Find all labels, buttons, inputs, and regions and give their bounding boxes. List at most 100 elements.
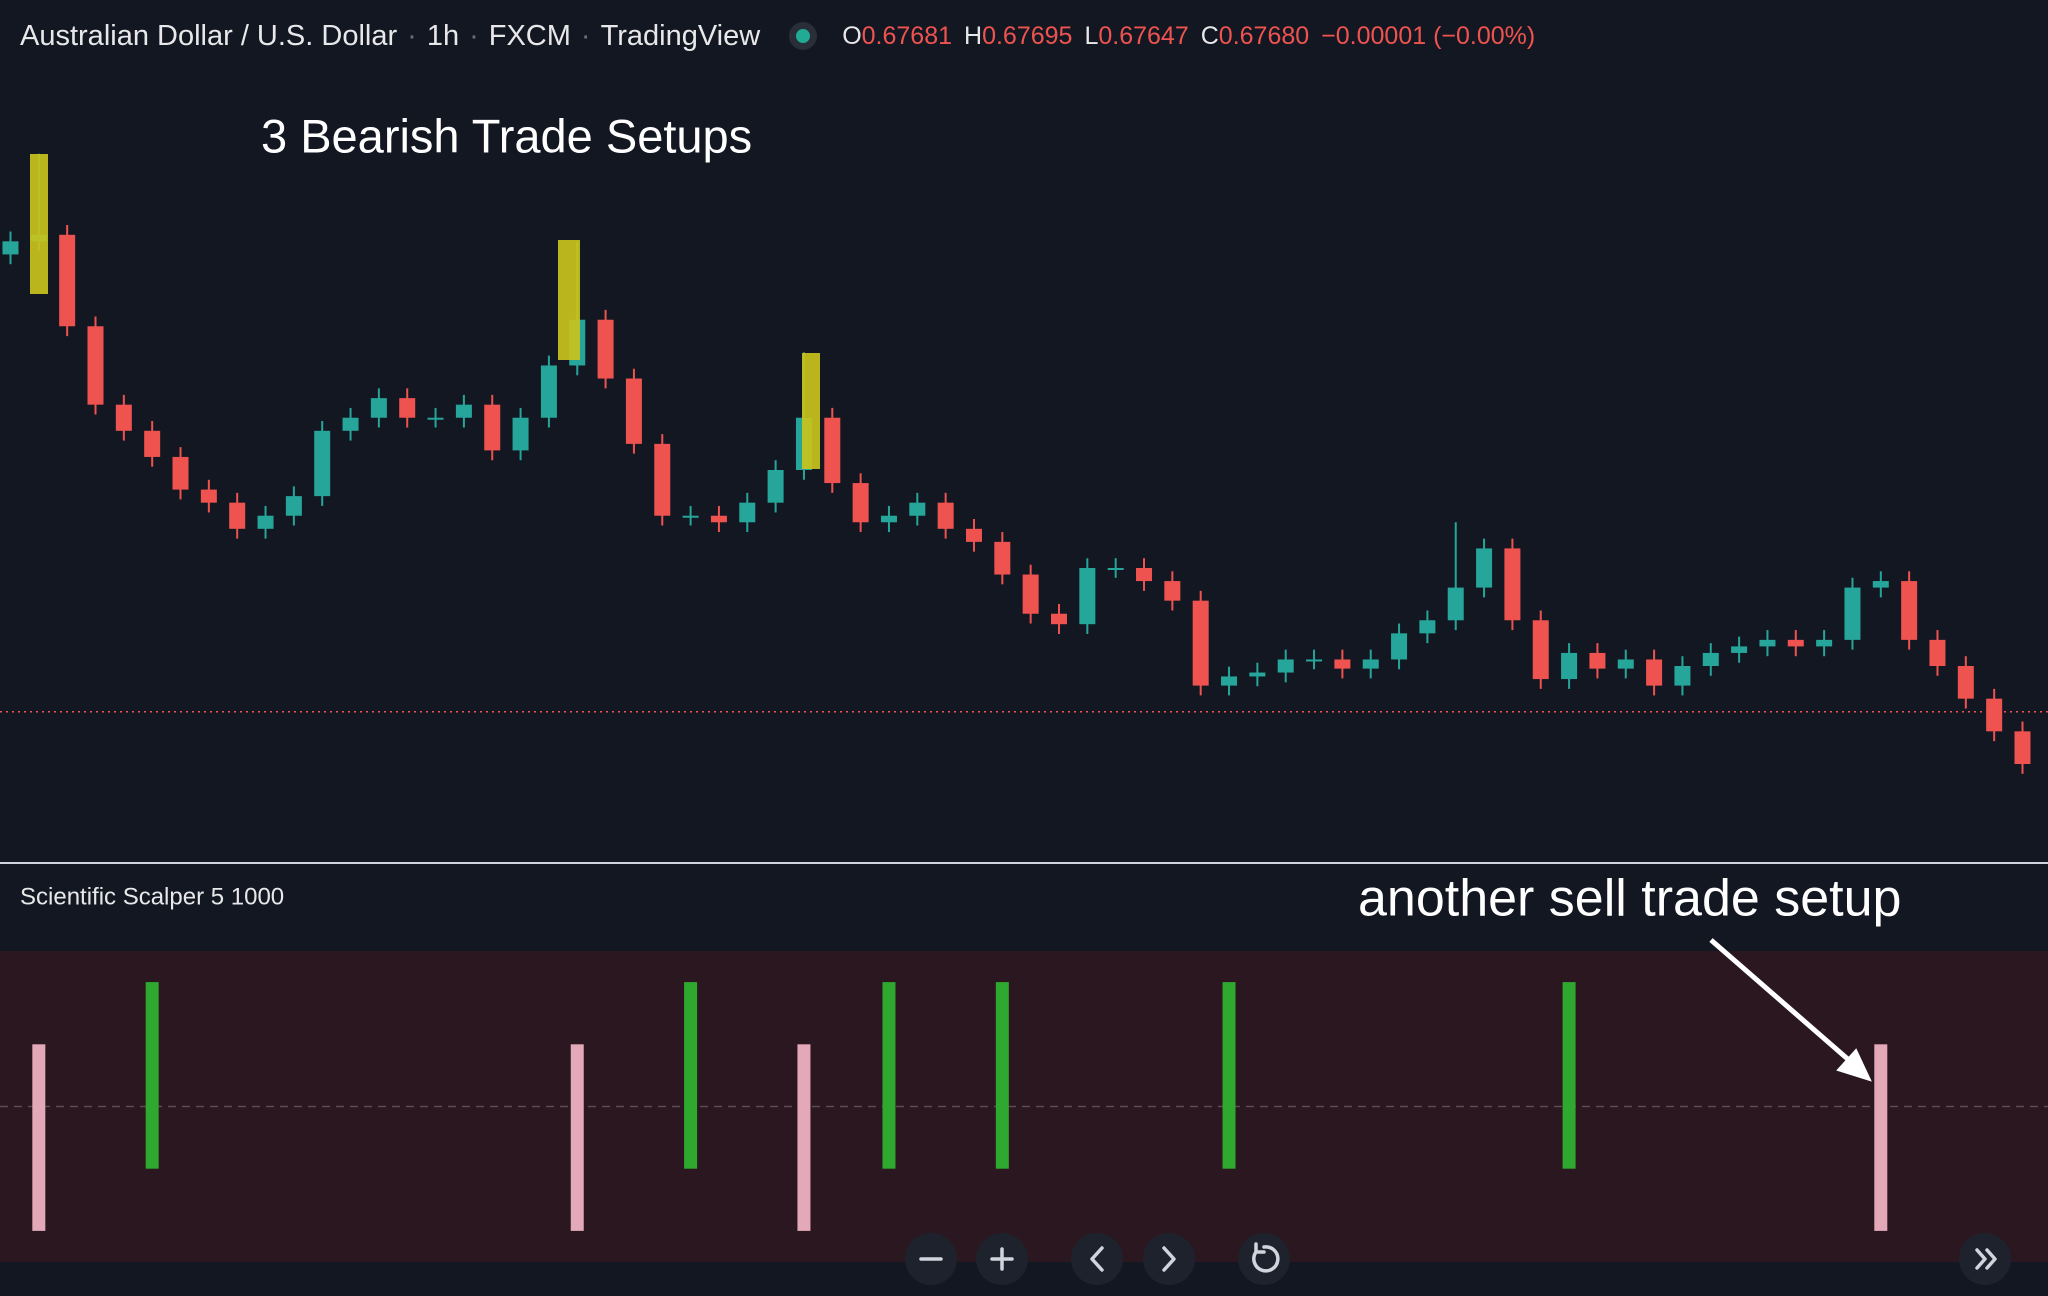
candle-body <box>739 502 756 523</box>
ohlc-label: O <box>842 21 862 50</box>
setup-highlights <box>30 154 820 469</box>
ohlc-value: 0.67695 <box>982 21 1073 50</box>
candle-body <box>1447 587 1464 621</box>
zoom-out-button[interactable] <box>905 1233 957 1285</box>
candle-body <box>427 417 444 420</box>
candle-body <box>937 502 954 529</box>
separator <box>397 20 427 53</box>
candle-body <box>1702 652 1719 666</box>
candle-body <box>682 515 699 518</box>
candle-body <box>1986 698 2003 732</box>
candle-body <box>824 417 841 484</box>
candle-body <box>540 365 557 418</box>
ohlc-value: 0.67680 <box>1218 21 1310 50</box>
candle-body <box>1929 639 1946 666</box>
candle-body <box>1192 600 1209 686</box>
candle-body <box>399 398 416 418</box>
highlight <box>802 353 820 469</box>
candle-body <box>625 378 642 444</box>
candle-body <box>994 541 1011 575</box>
candle-body <box>2014 731 2031 764</box>
candle-body <box>880 515 897 523</box>
candle-body <box>1107 568 1124 570</box>
symbol: Australian Dollar / U.S. Dollar <box>20 19 398 52</box>
candle-body <box>370 398 387 418</box>
candle-body <box>654 443 671 516</box>
signal-bar <box>1874 1044 1888 1231</box>
source: TradingView <box>600 19 761 52</box>
ohlc-value: 0.67647 <box>1098 21 1189 50</box>
candle-body <box>909 502 926 516</box>
legend: Australian Dollar / U.S. Dollar 1h FXCM … <box>20 16 1547 56</box>
candle-body <box>2 241 19 255</box>
ohlc-label: L <box>1084 21 1099 50</box>
annotation: another sell trade setup <box>1358 870 1901 928</box>
change: −0.00001 (−0.00%) <box>1321 21 1536 50</box>
candle-body <box>1589 652 1606 669</box>
candle-body <box>59 234 76 327</box>
signal-bar <box>145 982 159 1169</box>
candle-body <box>1759 639 1776 647</box>
candle-body <box>1277 659 1294 673</box>
candle-body <box>1136 568 1153 582</box>
candle-body <box>1022 574 1039 614</box>
candle-body <box>455 404 472 418</box>
candle-body <box>1079 568 1096 625</box>
signal-bar <box>1562 982 1576 1169</box>
candle-body <box>1901 581 1918 640</box>
candle-body <box>257 515 274 529</box>
candle-body <box>1617 659 1634 669</box>
candle-body <box>1221 676 1238 686</box>
candle-body <box>342 417 359 431</box>
reset-button[interactable] <box>1238 1233 1290 1285</box>
candle-body <box>597 319 614 379</box>
separator <box>571 20 601 53</box>
indicator-title: Scientific Scalper 5 1000 <box>20 883 284 910</box>
candle-body <box>1419 620 1436 634</box>
separator <box>459 20 489 53</box>
candle-body <box>1872 581 1889 588</box>
candle-body <box>512 417 529 451</box>
candle-body <box>1561 652 1578 680</box>
signal-bar <box>995 982 1009 1169</box>
candle-body <box>314 430 331 497</box>
zoom-in-button[interactable] <box>976 1233 1028 1285</box>
candle-body <box>767 470 784 503</box>
candle-body <box>1391 633 1408 660</box>
ohlc-value: 0.67681 <box>861 21 953 50</box>
scroll-to-end-button[interactable] <box>1959 1233 2011 1285</box>
candle-body <box>1050 613 1067 625</box>
highlight <box>558 240 580 360</box>
candle-body <box>710 515 727 523</box>
signal-bar <box>32 1044 46 1231</box>
candle-body <box>1164 581 1181 601</box>
signal-bar <box>882 982 896 1169</box>
candle-body <box>1249 672 1266 677</box>
candle-body <box>285 496 302 516</box>
candle-body <box>87 326 104 405</box>
scroll-left-button[interactable] <box>1071 1233 1123 1285</box>
signal-bar <box>570 1044 584 1231</box>
candle-body <box>200 489 217 503</box>
candle-body <box>229 502 246 529</box>
candle-body <box>1362 659 1379 669</box>
candle-body <box>1306 659 1323 662</box>
candle-body <box>1674 666 1691 686</box>
candle-body <box>144 430 161 457</box>
candle-body <box>1844 587 1861 640</box>
toolbar <box>905 1233 2011 1285</box>
scroll-right-button[interactable] <box>1143 1233 1195 1285</box>
status-dot <box>796 29 811 43</box>
candle-body <box>1476 548 1493 588</box>
candle-body <box>965 528 982 542</box>
signal-bar <box>797 1044 811 1231</box>
candle-body <box>1816 639 1833 647</box>
candle-body <box>1504 548 1521 621</box>
annotation: 3 Bearish Trade Setups <box>261 109 752 162</box>
candle-body <box>852 483 869 523</box>
exchange: FXCM <box>488 19 571 52</box>
ohlc-label: C <box>1200 21 1219 50</box>
highlight <box>30 154 48 294</box>
